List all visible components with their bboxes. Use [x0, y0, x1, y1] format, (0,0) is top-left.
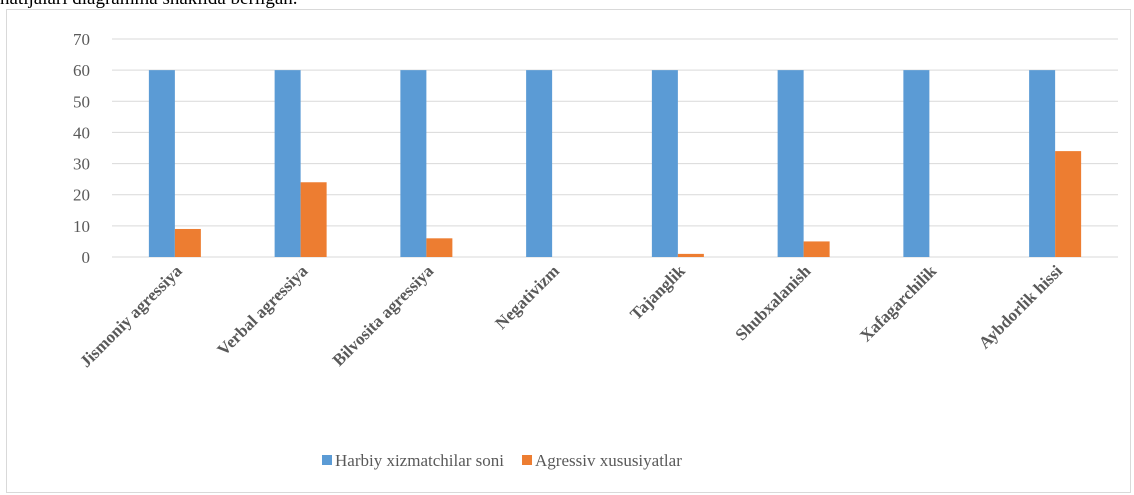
y-axis-ticks: 0 10 20 30 40 50 60 70 — [73, 30, 90, 267]
y-tick-label: 40 — [73, 123, 90, 142]
bar — [174, 228, 201, 257]
x-tick-label: Xafagarchilik — [856, 261, 940, 345]
bar — [677, 253, 704, 257]
bar — [651, 70, 678, 258]
bar — [400, 70, 427, 258]
bar — [777, 70, 804, 258]
legend-label: Harbiy xizmatchilar soni — [335, 451, 504, 470]
x-tick-label: Verbal agressiya — [214, 261, 312, 359]
bar — [903, 70, 930, 258]
y-tick-label: 60 — [73, 61, 90, 80]
legend: Harbiy xizmatchilar soni Agressiv xususiy… — [322, 451, 682, 470]
bar — [803, 241, 830, 257]
x-tick-label: Bilvosita agressiya — [329, 261, 438, 370]
legend-label: Agressiv xususiyatlar — [535, 451, 682, 470]
x-tick-label: Tajanglik — [626, 261, 689, 324]
x-tick-label: Aybdorlik hissi — [975, 261, 1066, 352]
y-tick-label: 20 — [73, 186, 90, 205]
gridlines — [112, 38, 1118, 258]
bar — [274, 70, 301, 258]
bars — [148, 70, 1082, 258]
bar — [148, 70, 175, 258]
x-tick-label: Shubxalanish — [732, 261, 815, 344]
y-tick-label: 30 — [73, 155, 90, 174]
bar — [526, 70, 553, 258]
x-tick-label: Jismoniy agressiya — [76, 261, 186, 371]
x-tick-label: Negativizm — [491, 261, 563, 333]
legend-swatch — [522, 455, 533, 465]
x-axis-labels: Jismoniy agressiya Verbal agressiya Bilvos… — [76, 261, 1066, 371]
y-tick-label: 0 — [82, 248, 91, 267]
y-tick-label: 70 — [73, 30, 90, 49]
legend-swatch — [322, 455, 332, 465]
chart-frame — [6, 9, 1131, 493]
y-tick-label: 50 — [73, 92, 90, 111]
bar — [300, 182, 327, 257]
bar — [1055, 151, 1082, 257]
bar — [1029, 70, 1056, 258]
bar — [426, 238, 453, 257]
y-tick-label: 10 — [73, 217, 90, 236]
caption-text: natijalari diagramma shaklida berilgan. — [0, 0, 298, 10]
